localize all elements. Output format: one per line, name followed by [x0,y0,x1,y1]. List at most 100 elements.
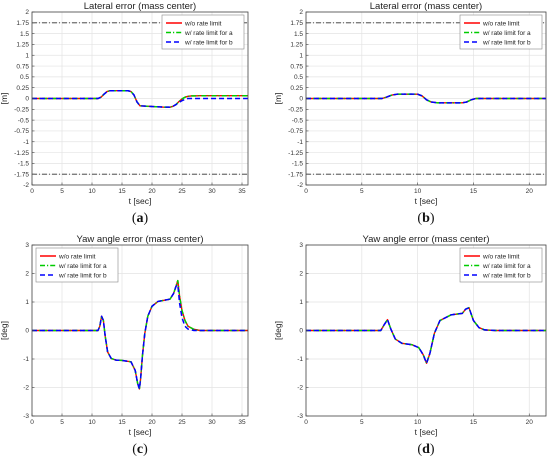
x-tick-label: 30 [208,188,216,195]
x-tick-label: 35 [238,188,246,195]
y-axis-label: [m] [273,93,283,105]
x-axis-label: t [sec] [415,427,438,437]
y-tick-label: 0 [299,328,303,335]
x-tick-label: 20 [526,419,534,426]
x-tick-label: 15 [470,419,478,426]
y-tick-label: -2 [23,182,29,189]
series-line-2 [306,306,546,365]
x-tick-label: 20 [148,419,156,426]
caption-open: ( [132,442,137,457]
x-tick-label: 5 [360,188,364,195]
y-tick-label: 0.25 [290,85,303,92]
y-tick-label: 0 [25,96,29,103]
legend-label-1: w/o rate limit [482,253,520,260]
x-tick-label: 10 [88,419,96,426]
x-tick-label: 25 [178,419,186,426]
y-tick-label: -1 [297,356,303,363]
chart-panel-c: 0 5 10 15 20 25 30 35 -3 -2 -1 0 1 2 3 Yaw angle error … [0,234,249,457]
x-tick-label: 15 [118,188,126,195]
caption-close: ) [143,442,148,457]
y-tick-label: 2 [25,271,29,278]
y-tick-label: -1.5 [292,161,304,168]
x-tick-label: 0 [304,419,308,426]
chart-panel-a: 0 5 10 15 20 25 30 35-2-1.75-1.5-1.25-1-0.75-0.… [0,1,249,226]
caption-open: ( [132,211,137,226]
legend-box [35,247,119,283]
caption-letter: d [422,442,430,457]
y-tick-label: 2 [299,271,303,278]
caption-close: ) [430,442,435,457]
x-tick-label: 20 [526,188,534,195]
x-tick-label: 0 [30,188,34,195]
x-tick-label: 15 [118,419,126,426]
chart-title: Yaw angle error (mass center) [76,234,203,245]
y-tick-label: 0.25 [16,85,29,92]
y-tick-label: 1.5 [20,31,29,38]
x-tick-label: 20 [148,188,156,195]
x-tick-label: 15 [470,188,478,195]
legend-label-3: w/ rate limit for b [184,39,233,46]
y-tick-label: 1.25 [290,42,303,49]
legend-label-3: w/ rate limit for b [58,272,107,279]
caption-letter: c [137,442,143,457]
y-tick-label: 3 [299,242,303,249]
legend-label-3: w/ rate limit for b [482,272,531,279]
y-tick-label: 1 [25,52,29,59]
y-tick-label: 0.5 [20,74,29,81]
legend-label-2: w/ rate limit for a [58,263,107,270]
x-tick-label: 30 [208,419,216,426]
panel-caption: (d) [417,442,434,457]
y-tick-label: -1.5 [18,161,30,168]
x-axis-label: t [sec] [129,196,152,206]
y-axis-label: [m] [0,93,9,105]
x-tick-label: 10 [414,188,422,195]
x-tick-label: 0 [30,419,34,426]
y-tick-label: -2 [297,385,303,392]
y-tick-label: -1.25 [288,150,303,157]
legend: w/o rate limit w/ rate limit for a w/ rate… [35,247,119,283]
y-tick-label: -0.75 [14,128,29,135]
caption-close: ) [144,211,149,226]
chart-title: Yaw angle error (mass center) [362,234,489,245]
y-tick-label: 1.75 [290,20,303,27]
x-tick-label: 10 [414,419,422,426]
y-tick-label: -1 [297,139,303,146]
x-tick-label: 35 [238,419,246,426]
legend-label-1: w/o rate limit [58,253,96,260]
y-tick-label: -0.5 [18,117,30,124]
y-tick-label: 0 [299,96,303,103]
y-tick-label: 1 [25,299,29,306]
legend-box [459,247,543,283]
y-tick-label: 1 [299,52,303,59]
y-tick-label: -0.5 [292,117,304,124]
chart-title: Lateral error (mass center) [370,1,482,12]
y-tick-label: -0.25 [14,107,29,114]
x-axis-label: t [sec] [129,427,152,437]
legend-label-1: w/o rate limit [482,20,520,27]
y-tick-label: -1.25 [14,150,29,157]
chart-panel-d: 0 5 10 15 20 -3 -2 -1 0 1 2 3 Yaw angle error (mass … [273,234,547,457]
y-tick-label: 1.75 [16,20,29,27]
y-axis-label: [deg] [0,321,9,340]
y-tick-label: -1 [23,356,29,363]
y-tick-label: 1 [299,299,303,306]
y-tick-label: -1 [23,139,29,146]
legend-label-2: w/ rate limit for a [482,30,531,37]
caption-close: ) [430,211,435,226]
chart-panel-b: 0 5 10 15 20-2-1.75-1.5-1.25-1-0.75-0.5-0.25… [273,1,547,226]
y-tick-label: -0.75 [288,128,303,135]
caption-letter: a [137,211,144,226]
y-tick-label: -0.25 [288,107,303,114]
y-tick-label: 0.75 [290,63,303,70]
panel-caption: (a) [132,211,149,226]
series-line-3 [32,89,248,108]
legend-box [161,14,245,50]
x-tick-label: 5 [60,419,64,426]
legend-box [459,14,543,50]
y-tick-label: 1.5 [294,31,303,38]
y-tick-label: 0.75 [16,63,29,70]
legend-label-1: w/o rate limit [184,20,222,27]
caption-open: ( [417,442,422,457]
y-tick-label: 3 [25,242,29,249]
